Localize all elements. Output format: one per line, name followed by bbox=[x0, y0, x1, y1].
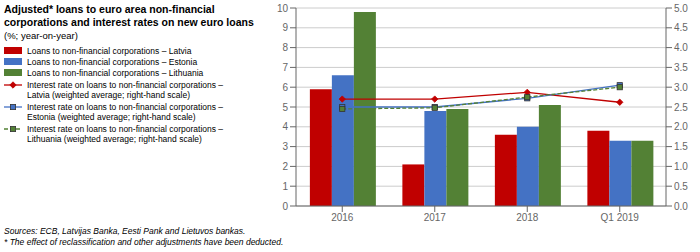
svg-text:0.5: 0.5 bbox=[674, 181, 688, 192]
svg-text:9: 9 bbox=[282, 22, 288, 33]
svg-text:6: 6 bbox=[282, 82, 288, 93]
html-text:Latvia (weighted average; righ: Latvia (weighted average; right-hand sca… bbox=[27, 90, 190, 100]
svg-text:10: 10 bbox=[277, 3, 289, 14]
svg-text:1.0: 1.0 bbox=[674, 161, 688, 172]
html-text:Estonia (weighted average; rig: Estonia (weighted average; right-hand sc… bbox=[27, 112, 196, 122]
svg-text:8: 8 bbox=[282, 42, 288, 53]
svg-text:2018: 2018 bbox=[516, 212, 539, 223]
html-text:(%; year-on-year): (%; year-on-year) bbox=[4, 30, 78, 41]
html-text:Adjusted* loans to euro area n: Adjusted* loans to euro area non-financi… bbox=[4, 3, 254, 28]
svg-text:2.0: 2.0 bbox=[674, 121, 688, 132]
svg-text:3.5: 3.5 bbox=[674, 62, 688, 73]
html-text:Loans to non-financial corpora: Loans to non-financial corporations – Es… bbox=[27, 56, 198, 67]
html-text:Loans to non-financial corpora: Loans to non-financial corporations – La… bbox=[27, 45, 192, 56]
html-text:Lithuania (weighted average; r: Lithuania (weighted average; right-hand … bbox=[27, 134, 202, 144]
svg-text:5: 5 bbox=[282, 102, 288, 113]
html-text:* The effect of reclassificati: * The effect of reclassification and oth… bbox=[4, 237, 284, 247]
svg-text:4.5: 4.5 bbox=[674, 22, 688, 33]
svg-text:0.0: 0.0 bbox=[674, 201, 688, 212]
svg-text:4.0: 4.0 bbox=[674, 42, 688, 53]
svg-text:2017: 2017 bbox=[424, 212, 447, 223]
svg-text:0: 0 bbox=[282, 201, 288, 212]
html-text:Loans to non-financial corpora: Loans to non-financial corporations – Li… bbox=[27, 67, 204, 78]
html-text:Interest rate on loans to non-: Interest rate on loans to non-financial … bbox=[27, 80, 224, 90]
svg-text:5.0: 5.0 bbox=[674, 3, 688, 14]
svg-text:Q1 2019: Q1 2019 bbox=[601, 212, 640, 223]
svg-text:1: 1 bbox=[282, 181, 288, 192]
html-text:Interest rate on loans to non-: Interest rate on loans to non-financial … bbox=[27, 102, 224, 112]
svg-text:3.0: 3.0 bbox=[674, 82, 688, 93]
svg-text:2.5: 2.5 bbox=[674, 102, 688, 113]
svg-text:1.5: 1.5 bbox=[674, 141, 688, 152]
html-text:Interest rate on loans to non-: Interest rate on loans to non-financial … bbox=[27, 124, 224, 134]
svg-text:2016: 2016 bbox=[331, 212, 354, 223]
svg-text:7: 7 bbox=[282, 62, 288, 73]
html-text:Sources: ECB, Latvijas Banka,: Sources: ECB, Latvijas Banka, Eesti Pank… bbox=[4, 226, 246, 236]
svg-text:3: 3 bbox=[282, 141, 288, 152]
svg-text:2: 2 bbox=[282, 161, 288, 172]
svg-text:4: 4 bbox=[282, 121, 288, 132]
